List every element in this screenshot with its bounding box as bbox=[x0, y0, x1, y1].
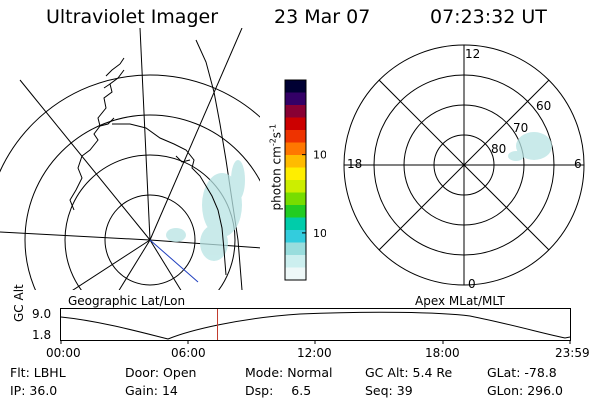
geo-lat-circle-polar bbox=[104, 194, 196, 286]
altitude-xtick-0600: 06:00 bbox=[171, 346, 206, 360]
altitude-ytick-high: 9.0 bbox=[32, 307, 52, 321]
color-scale-tick-label: 100 bbox=[313, 149, 326, 162]
color-scale-ticks: 100 10 bbox=[302, 149, 326, 240]
geo-meridian-2 bbox=[19, 79, 151, 241]
color-scale-band bbox=[285, 80, 306, 94]
geo-coastline-peninsula bbox=[69, 69, 125, 211]
geo-coastline-south-america bbox=[103, 57, 125, 89]
polar-aurora-patches bbox=[508, 132, 552, 161]
polar-mlt-label-6: 6 bbox=[574, 157, 582, 171]
color-scale-band bbox=[285, 230, 306, 244]
info-ip: IP: 36.0 bbox=[10, 383, 58, 398]
color-scale-frame bbox=[284, 79, 307, 281]
altitude-xtick-2359: 23:59 bbox=[555, 346, 590, 360]
info-flt: Flt: LBHL bbox=[10, 365, 66, 380]
color-scale-band bbox=[285, 205, 306, 219]
altitude-strip-chart bbox=[60, 308, 571, 344]
color-scale-band bbox=[285, 255, 306, 269]
color-scale-unit-label: photon cm-2s-1 bbox=[268, 123, 284, 211]
color-scale-band bbox=[285, 242, 306, 256]
polar-mlat-label-70: 70 bbox=[513, 121, 529, 135]
altitude-xtick-1800: 18:00 bbox=[425, 346, 460, 360]
geo-meridian-3 bbox=[149, 28, 243, 241]
polar-mlat-label-60: 60 bbox=[536, 99, 552, 113]
geo-meridian-8 bbox=[72, 239, 151, 290]
altitude-xtick-0000: 00:00 bbox=[46, 346, 81, 360]
polar-mlt-label-12: 12 bbox=[465, 47, 481, 61]
info-gc-alt: GC Alt: 5.4 Re bbox=[365, 365, 453, 380]
geo-coastline-antarctica bbox=[112, 123, 227, 276]
geo-meridian-7 bbox=[149, 239, 182, 290]
polar-plot-label: Apex MLat/MLT bbox=[415, 294, 505, 308]
color-scale-band bbox=[285, 117, 306, 131]
color-scale-tick-label: 10 bbox=[313, 227, 326, 240]
color-scale-band bbox=[285, 130, 306, 144]
geographic-map bbox=[0, 28, 260, 290]
color-scale-band bbox=[285, 167, 306, 181]
info-mode: Mode: Normal bbox=[245, 365, 333, 380]
color-scale-bar: 100 10 bbox=[284, 79, 326, 281]
polar-mlt-label-18: 18 bbox=[347, 157, 363, 171]
color-scale-band bbox=[285, 92, 306, 106]
info-dsp: Dsp: 6.5 bbox=[245, 383, 312, 398]
altitude-ytick-low: 1.8 bbox=[32, 328, 52, 342]
apex-polar-plot bbox=[343, 44, 585, 286]
polar-mlat-label-80: 80 bbox=[491, 142, 507, 156]
info-door: Door: Open bbox=[125, 365, 197, 380]
geo-lat-circle-inner bbox=[64, 154, 236, 290]
geo-view-boundary bbox=[195, 39, 243, 290]
polar-mlt-line-diag-2 bbox=[378, 79, 550, 251]
color-scale-band bbox=[285, 267, 306, 281]
color-scale-band bbox=[285, 105, 306, 119]
geo-lat-circle-mid bbox=[24, 114, 260, 290]
geo-map-label: Geographic Lat/Lon bbox=[68, 294, 186, 308]
polar-mlt-label-0: 0 bbox=[468, 277, 476, 291]
color-scale-band bbox=[285, 155, 306, 169]
color-scale-band bbox=[285, 180, 306, 194]
info-seq: Seq: 39 bbox=[365, 383, 413, 398]
observation-date: 23 Mar 07 bbox=[274, 6, 371, 28]
geo-meridian-1 bbox=[139, 28, 151, 241]
geo-meridian-4 bbox=[0, 231, 151, 241]
observation-time: 07:23:32 UT bbox=[430, 6, 547, 28]
altitude-curve bbox=[60, 311, 571, 340]
color-scale-band bbox=[285, 217, 306, 231]
info-gain: Gain: 14 bbox=[125, 383, 178, 398]
color-scale-gradient bbox=[285, 80, 306, 281]
geo-lat-circle-outer bbox=[0, 74, 260, 173]
geo-local-meridian-line bbox=[149, 239, 199, 283]
instrument-title: Ultraviolet Imager bbox=[46, 6, 219, 28]
altitude-strip-ylabel: GC Alt bbox=[12, 284, 26, 322]
geo-meridian-6 bbox=[118, 239, 151, 290]
color-scale-band bbox=[285, 192, 306, 206]
geo-aurora-patches bbox=[166, 160, 245, 261]
info-glon: GLon: 296.0 bbox=[487, 383, 563, 398]
altitude-xtick-1200: 12:00 bbox=[297, 346, 332, 360]
color-scale-band bbox=[285, 142, 306, 156]
info-glat: GLat: -78.8 bbox=[487, 365, 557, 380]
